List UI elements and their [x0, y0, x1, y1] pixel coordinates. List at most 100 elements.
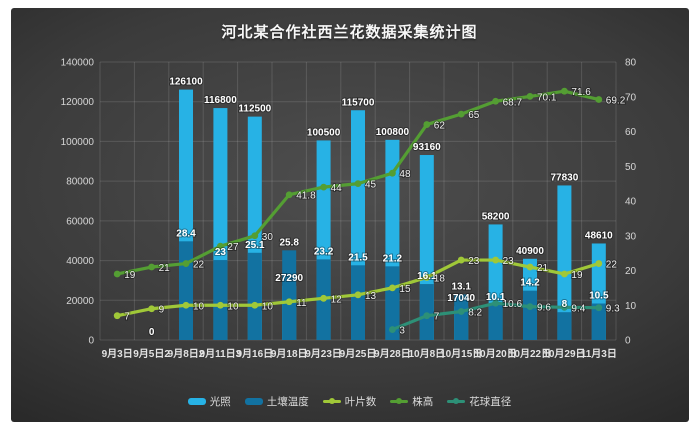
value-label: 60000 — [66, 216, 94, 227]
value-label: 65 — [468, 110, 480, 121]
line-marker — [595, 260, 603, 267]
legend-item-4[interactable]: 株高 — [390, 394, 433, 409]
value-label: 28.4 — [176, 228, 196, 239]
line-marker — [423, 312, 431, 320]
value-label: 77830 — [550, 172, 578, 183]
value-label: 21 — [537, 263, 549, 274]
bar — [454, 294, 469, 340]
value-label: 21 — [159, 263, 171, 274]
line-plant-height — [113, 87, 603, 278]
value-label: 19 — [571, 270, 583, 281]
value-label: 80 — [625, 58, 637, 69]
bar — [591, 303, 606, 340]
line-marker — [423, 121, 431, 128]
value-label: 9 — [159, 305, 165, 316]
value-label: 10 — [262, 301, 274, 312]
legend-item-2[interactable]: 土壤温度 — [244, 394, 309, 409]
line-marker — [595, 304, 603, 312]
value-label: 3 — [399, 326, 405, 337]
chart-panel — [11, 8, 689, 422]
value-label: 23 — [215, 247, 227, 258]
line-marker — [389, 326, 396, 333]
line-marker — [354, 291, 362, 299]
value-label: 27 — [227, 242, 239, 253]
legend-swatch-icon — [244, 397, 263, 405]
value-label: 23.2 — [314, 246, 334, 257]
value-label: 50 — [625, 162, 637, 173]
value-label: 70 — [625, 92, 637, 103]
legend-label: 光照 — [209, 395, 231, 408]
value-label: 20000 — [66, 296, 94, 307]
value-label: 8 — [562, 299, 568, 310]
value-label: 9.6 — [537, 303, 551, 314]
line-marker — [492, 299, 499, 307]
bar — [557, 185, 572, 340]
x-axis-labels: 9月3日 9月5日29月8日29月11日39月16日9月18日9月23日9月25日… — [102, 348, 617, 360]
bar — [247, 252, 262, 340]
line-marker — [526, 263, 534, 271]
value-label: 58200 — [482, 211, 510, 222]
value-label: 9.4 — [571, 303, 585, 314]
line-marker — [285, 191, 293, 199]
bars-soil-temp — [179, 241, 606, 340]
value-label: 9月16日 — [236, 348, 273, 360]
chart-title: 河北某合作社西兰花数据采集统计图 — [221, 24, 478, 41]
value-label: 68.7 — [503, 97, 523, 108]
legend-label: 土壤温度 — [266, 395, 309, 408]
value-label: 115700 — [342, 97, 375, 108]
value-label: 19 — [124, 270, 136, 281]
value-label: 9月18日 — [271, 348, 308, 360]
legend-item-1[interactable]: 光照 — [187, 394, 231, 409]
value-label: 11 — [296, 298, 307, 309]
value-label: 10月15日 — [440, 348, 482, 360]
line-marker — [113, 270, 121, 278]
value-label: 100800 — [376, 127, 410, 138]
line-marker — [182, 260, 190, 267]
value-label: 9月28日 — [374, 348, 411, 360]
legend-label: 叶片数 — [344, 395, 377, 408]
line-marker — [148, 305, 156, 313]
value-label: 25.8 — [279, 237, 299, 248]
value-label: 10月20日 — [474, 348, 516, 360]
bar — [557, 312, 572, 340]
value-label: 93160 — [413, 142, 441, 153]
value-label: 8.2 — [468, 308, 482, 319]
value-label: 0 — [149, 327, 155, 338]
bar — [179, 241, 193, 340]
value-label: 21.2 — [383, 253, 403, 264]
value-label: 45 — [365, 180, 377, 191]
bar — [523, 290, 537, 340]
value-label: 18 — [434, 273, 446, 284]
legend-item-3[interactable]: 叶片数 — [322, 394, 377, 409]
value-label: 9月23日 — [305, 348, 342, 360]
value-label: 9.3 — [606, 304, 620, 315]
value-label: 21.5 — [348, 252, 368, 263]
value-label: 62 — [434, 121, 446, 132]
line-marker — [526, 93, 534, 100]
value-label: 10 — [193, 301, 205, 312]
value-label: 27290 — [275, 273, 303, 284]
legend-swatch-icon — [390, 397, 409, 405]
value-label: 9月3日 — [102, 348, 133, 360]
line-marker — [457, 308, 465, 315]
value-label: 12 — [331, 294, 343, 305]
value-label: 9月11日3 — [200, 348, 242, 360]
value-label: 44 — [331, 183, 343, 194]
legend-item-5[interactable]: 花球直径 — [447, 394, 511, 409]
line-marker — [389, 284, 396, 292]
value-label: 80000 — [66, 177, 94, 188]
value-label: 7 — [434, 312, 440, 323]
value-label: 40 — [625, 197, 637, 208]
line-marker — [113, 312, 121, 320]
value-label: 22 — [193, 260, 205, 271]
bar — [419, 284, 434, 340]
line-marker — [526, 303, 534, 311]
legend-swatch-icon — [447, 397, 466, 405]
value-label: 112500 — [238, 104, 271, 115]
value-label: 15 — [399, 284, 411, 295]
value-label: 30 — [625, 231, 637, 242]
value-label: 10 — [227, 301, 239, 312]
value-label: 10月22日 — [509, 348, 551, 360]
